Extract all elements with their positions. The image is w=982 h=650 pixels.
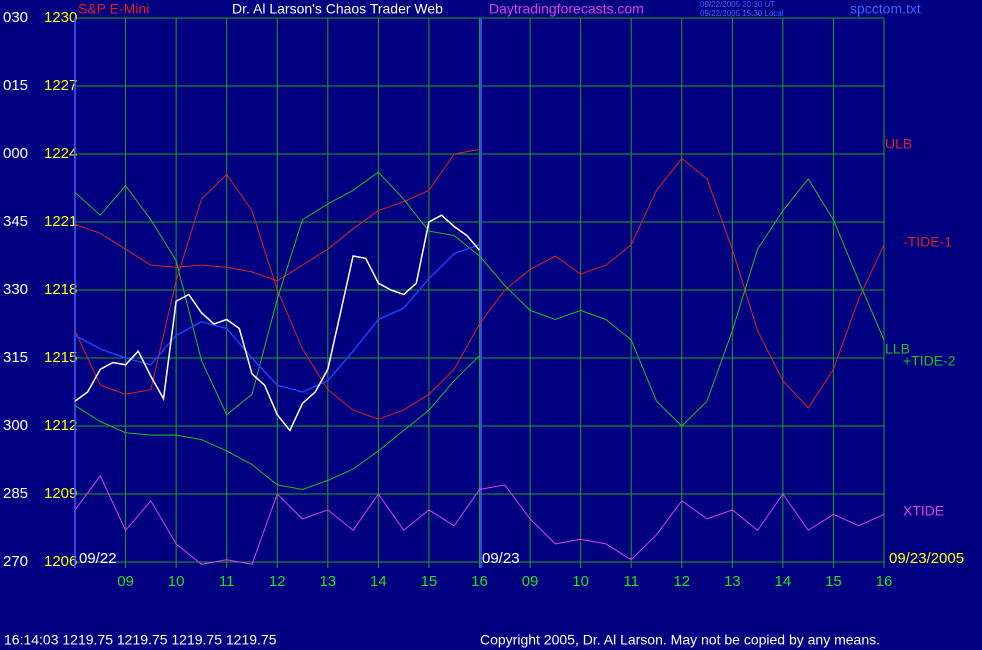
y2-tick-label: 285	[3, 485, 28, 502]
x-tick-label: 12	[673, 573, 690, 590]
y-tick-label: 1227	[44, 77, 77, 94]
y2-tick-label: 345	[3, 213, 28, 230]
y2-tick-label: 270	[3, 553, 28, 570]
y-tick-label: 1212	[44, 417, 77, 434]
y2-tick-label: 300	[3, 417, 28, 434]
series-line	[74, 243, 480, 393]
series-line	[74, 171, 885, 427]
copyright: Copyright 2005, Dr. Al Larson. May not b…	[480, 632, 880, 648]
x-tick-label: 16	[471, 573, 488, 590]
y2-tick-label: 015	[3, 77, 28, 94]
site: Daytradingforecasts.com	[489, 1, 644, 17]
quote: 16:14:03 1219.75 1219.75 1219.75 1219.75	[4, 632, 277, 648]
y-tick-label: 1224	[44, 145, 77, 162]
x-tick-label: 13	[319, 573, 336, 590]
y2-tick-label: 315	[3, 349, 28, 366]
date-label: 09/23	[482, 550, 520, 567]
x-tick-label: 14	[370, 573, 387, 590]
series-line	[74, 355, 480, 491]
series-line	[74, 149, 480, 282]
x-tick-label: 09	[522, 573, 539, 590]
date-label: 09/23/2005	[889, 550, 964, 567]
series-line	[74, 157, 885, 420]
y-tick-label: 1221	[44, 213, 77, 230]
series-line	[74, 214, 481, 432]
x-tick-label: 15	[825, 573, 842, 590]
time-ut: 09/22/2005 20:30 UT	[700, 0, 775, 9]
x-tick-label: 11	[623, 573, 639, 590]
date-label: 09/22	[79, 550, 117, 567]
time-local: 09/22/2005 15:30 Local	[700, 9, 784, 18]
x-tick-label: 10	[572, 573, 589, 590]
x-tick-label: 15	[421, 573, 438, 590]
y-tick-label: 1206	[44, 553, 77, 570]
file-name: spcctom.txt	[850, 1, 921, 17]
series-line	[74, 474, 885, 565]
x-tick-label: 11	[219, 573, 235, 590]
x-tick-label: 09	[117, 573, 134, 590]
y-tick-label: 1215	[44, 349, 77, 366]
series-label: XTIDE	[903, 503, 944, 519]
y2-tick-label: 030	[3, 9, 28, 26]
series-label: -TIDE-1	[903, 234, 952, 250]
x-tick-label: 12	[269, 573, 286, 590]
x-tick-label: 13	[724, 573, 741, 590]
x-tick-label: 16	[876, 573, 893, 590]
y2-tick-label: 330	[3, 281, 28, 298]
series-label: LLB	[885, 341, 910, 357]
symbol: S&P E-Mini	[78, 1, 149, 17]
x-tick-label: 10	[168, 573, 185, 590]
y-tick-label: 1230	[44, 9, 77, 26]
series-label: ULB	[885, 136, 912, 152]
x-tick-label: 14	[775, 573, 792, 590]
series-label: +TIDE-2	[903, 353, 956, 369]
y-tick-label: 1209	[44, 485, 77, 502]
title: Dr. Al Larson's Chaos Trader Web	[232, 1, 443, 17]
y-tick-label: 1218	[44, 281, 77, 298]
y2-tick-label: 000	[3, 145, 28, 162]
